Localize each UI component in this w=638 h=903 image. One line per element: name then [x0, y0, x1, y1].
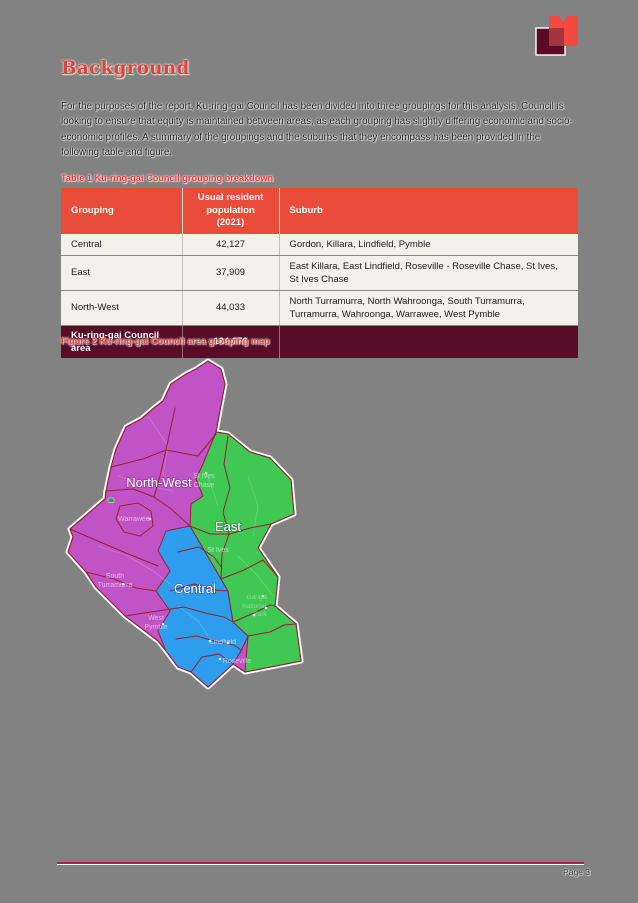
map-label-pymble: Pymble	[144, 624, 167, 631]
footer-rule	[57, 862, 584, 865]
cell-population: 44,033	[181, 290, 279, 326]
cell-suburbs: North Turramurra, North Wahroonga, South…	[278, 290, 578, 326]
map-label-st-ives: St Ives	[207, 547, 229, 554]
place-marker	[121, 582, 125, 586]
region-east[interactable]	[189, 431, 302, 673]
logo-overlap-square	[549, 28, 564, 46]
header-suburb: Suburb	[278, 188, 578, 234]
total-suburbs	[278, 325, 578, 358]
page-number: Page 3	[563, 867, 590, 877]
company-logo	[535, 16, 578, 56]
page-title: Background	[61, 58, 190, 79]
map-label-north-west: North-West	[126, 475, 192, 490]
map-label-east: East	[215, 519, 241, 534]
council-grouping-map: North-West East Central St Ives Chase Warrawe…	[58, 356, 308, 701]
place-marker	[226, 641, 230, 645]
place-marker	[261, 594, 265, 598]
place-marker	[218, 657, 222, 661]
place-markers	[121, 471, 268, 661]
grouping-table: Grouping Usual resident population (2021…	[61, 188, 578, 358]
road-lines	[97, 415, 274, 637]
map-label-turramurra: Turramurra	[98, 582, 133, 589]
map-label-central: Central	[174, 581, 216, 596]
map-label-roseville: Roseville	[223, 658, 252, 665]
total-label: Ku-ring-gai Council area	[71, 329, 160, 354]
place-marker	[204, 471, 208, 475]
cell-grouping: Central	[61, 233, 182, 256]
cell-suburbs: Gordon, Killara, Lindfield, Pymble	[278, 233, 578, 256]
table-header-row: Grouping Usual resident population (2021…	[61, 188, 578, 234]
header-population: Usual resident population (2021)	[181, 188, 279, 234]
map-label-chase: Chase	[194, 482, 214, 489]
map-label-west: West	[148, 615, 164, 622]
cell-grouping: East	[61, 255, 182, 291]
cell-grouping: North-West	[61, 290, 182, 326]
map-label-warrawee: Warrawee	[118, 516, 150, 523]
intro-paragraph: For the purposes of the report, Ku-ring-…	[61, 101, 573, 159]
cell-population: 37,909	[181, 255, 279, 291]
table-row: Central 42,127 Gordon, Killara, Lindfiel…	[61, 233, 578, 256]
table-row: North-West 44,033 North Turramurra, Nort…	[61, 290, 578, 326]
place-marker	[252, 613, 256, 617]
route-shield-icon	[107, 497, 115, 503]
map-label-south: South	[106, 573, 124, 580]
place-marker	[161, 622, 165, 626]
map-label-lindfield: Lindfield	[210, 639, 236, 646]
map-label-national: National	[242, 603, 266, 610]
header-grouping: Grouping	[71, 204, 114, 216]
place-marker	[208, 639, 212, 643]
place-marker	[264, 606, 268, 610]
map-svg: North-West East Central St Ives Chase Warrawe…	[65, 358, 304, 690]
cell-suburbs: East Killara, East Lindfield, Roseville …	[278, 255, 578, 291]
suburb-boundary-lines	[69, 407, 297, 673]
place-marker	[148, 517, 152, 521]
table-row: East 37,909 East Killara, East Lindfield…	[61, 255, 578, 291]
cell-population: 42,127	[181, 233, 279, 256]
table-total-row: Ku-ring-gai Council area 124,076	[61, 325, 578, 358]
map-label-garigal: Garigal	[247, 594, 269, 601]
total-population: 124,076	[181, 325, 279, 358]
map-label-park: Park	[253, 611, 267, 618]
figure-caption: Figure 2 Ku-ring-gai Council area groupi…	[61, 336, 270, 346]
table-caption: Table 1 Ku-ring-gai Council grouping bre…	[61, 173, 274, 183]
map-label-st-ives: St Ives	[193, 473, 215, 480]
map-labels: North-West East Central St Ives Chase Warrawe…	[98, 473, 268, 665]
